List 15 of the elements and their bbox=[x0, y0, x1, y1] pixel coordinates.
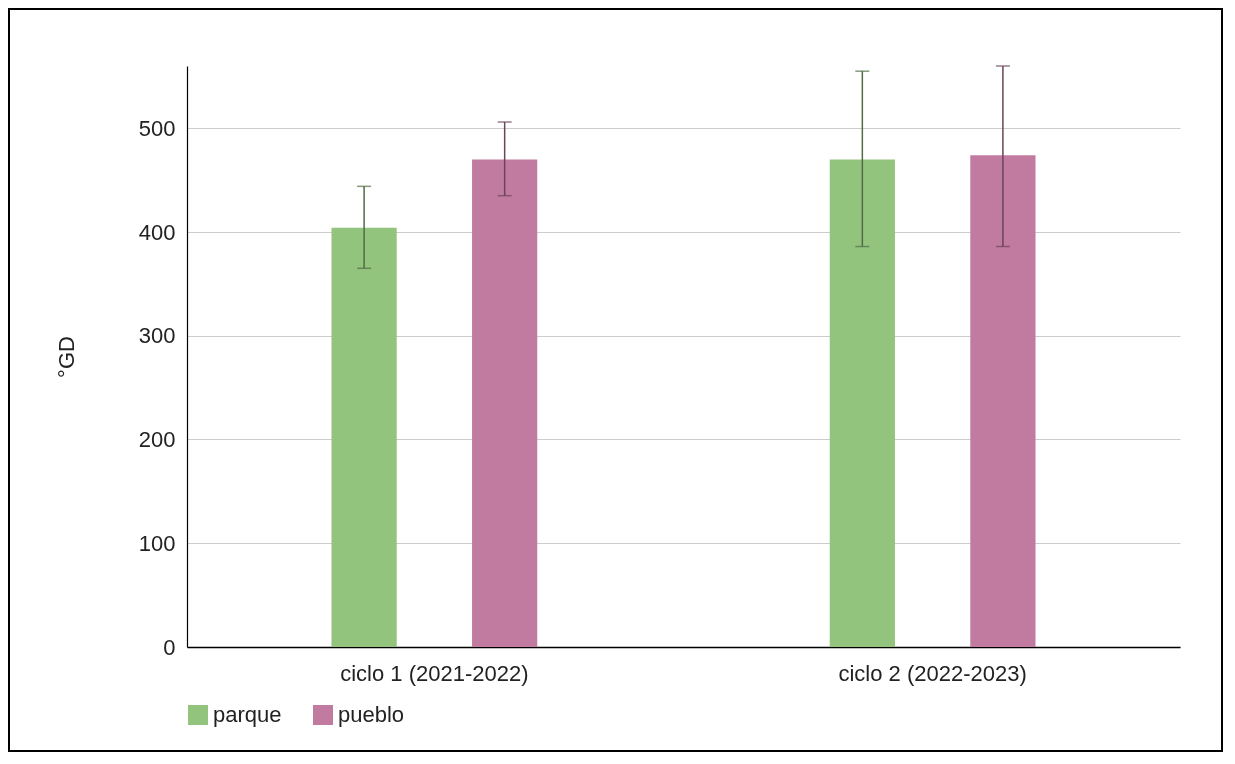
bar bbox=[331, 227, 397, 647]
legend-label: pueblo bbox=[338, 702, 405, 727]
y-tick-label: 200 bbox=[138, 427, 176, 452]
y-axis-title: °GD bbox=[53, 336, 79, 378]
y-tick-label: 300 bbox=[138, 323, 176, 349]
bar bbox=[970, 155, 1036, 647]
y-tick-label: 500 bbox=[138, 115, 176, 141]
legend-label: parque bbox=[213, 702, 282, 727]
bar bbox=[829, 159, 895, 647]
y-tick-label: 400 bbox=[138, 219, 176, 245]
y-tick-label: 0 bbox=[163, 634, 176, 660]
x-tick-label: ciclo 2 (2022-2023) bbox=[838, 660, 1027, 686]
bar bbox=[472, 159, 538, 647]
x-tick-label: ciclo 1 (2021-2022) bbox=[340, 660, 529, 686]
y-tick-label: 100 bbox=[138, 530, 176, 556]
